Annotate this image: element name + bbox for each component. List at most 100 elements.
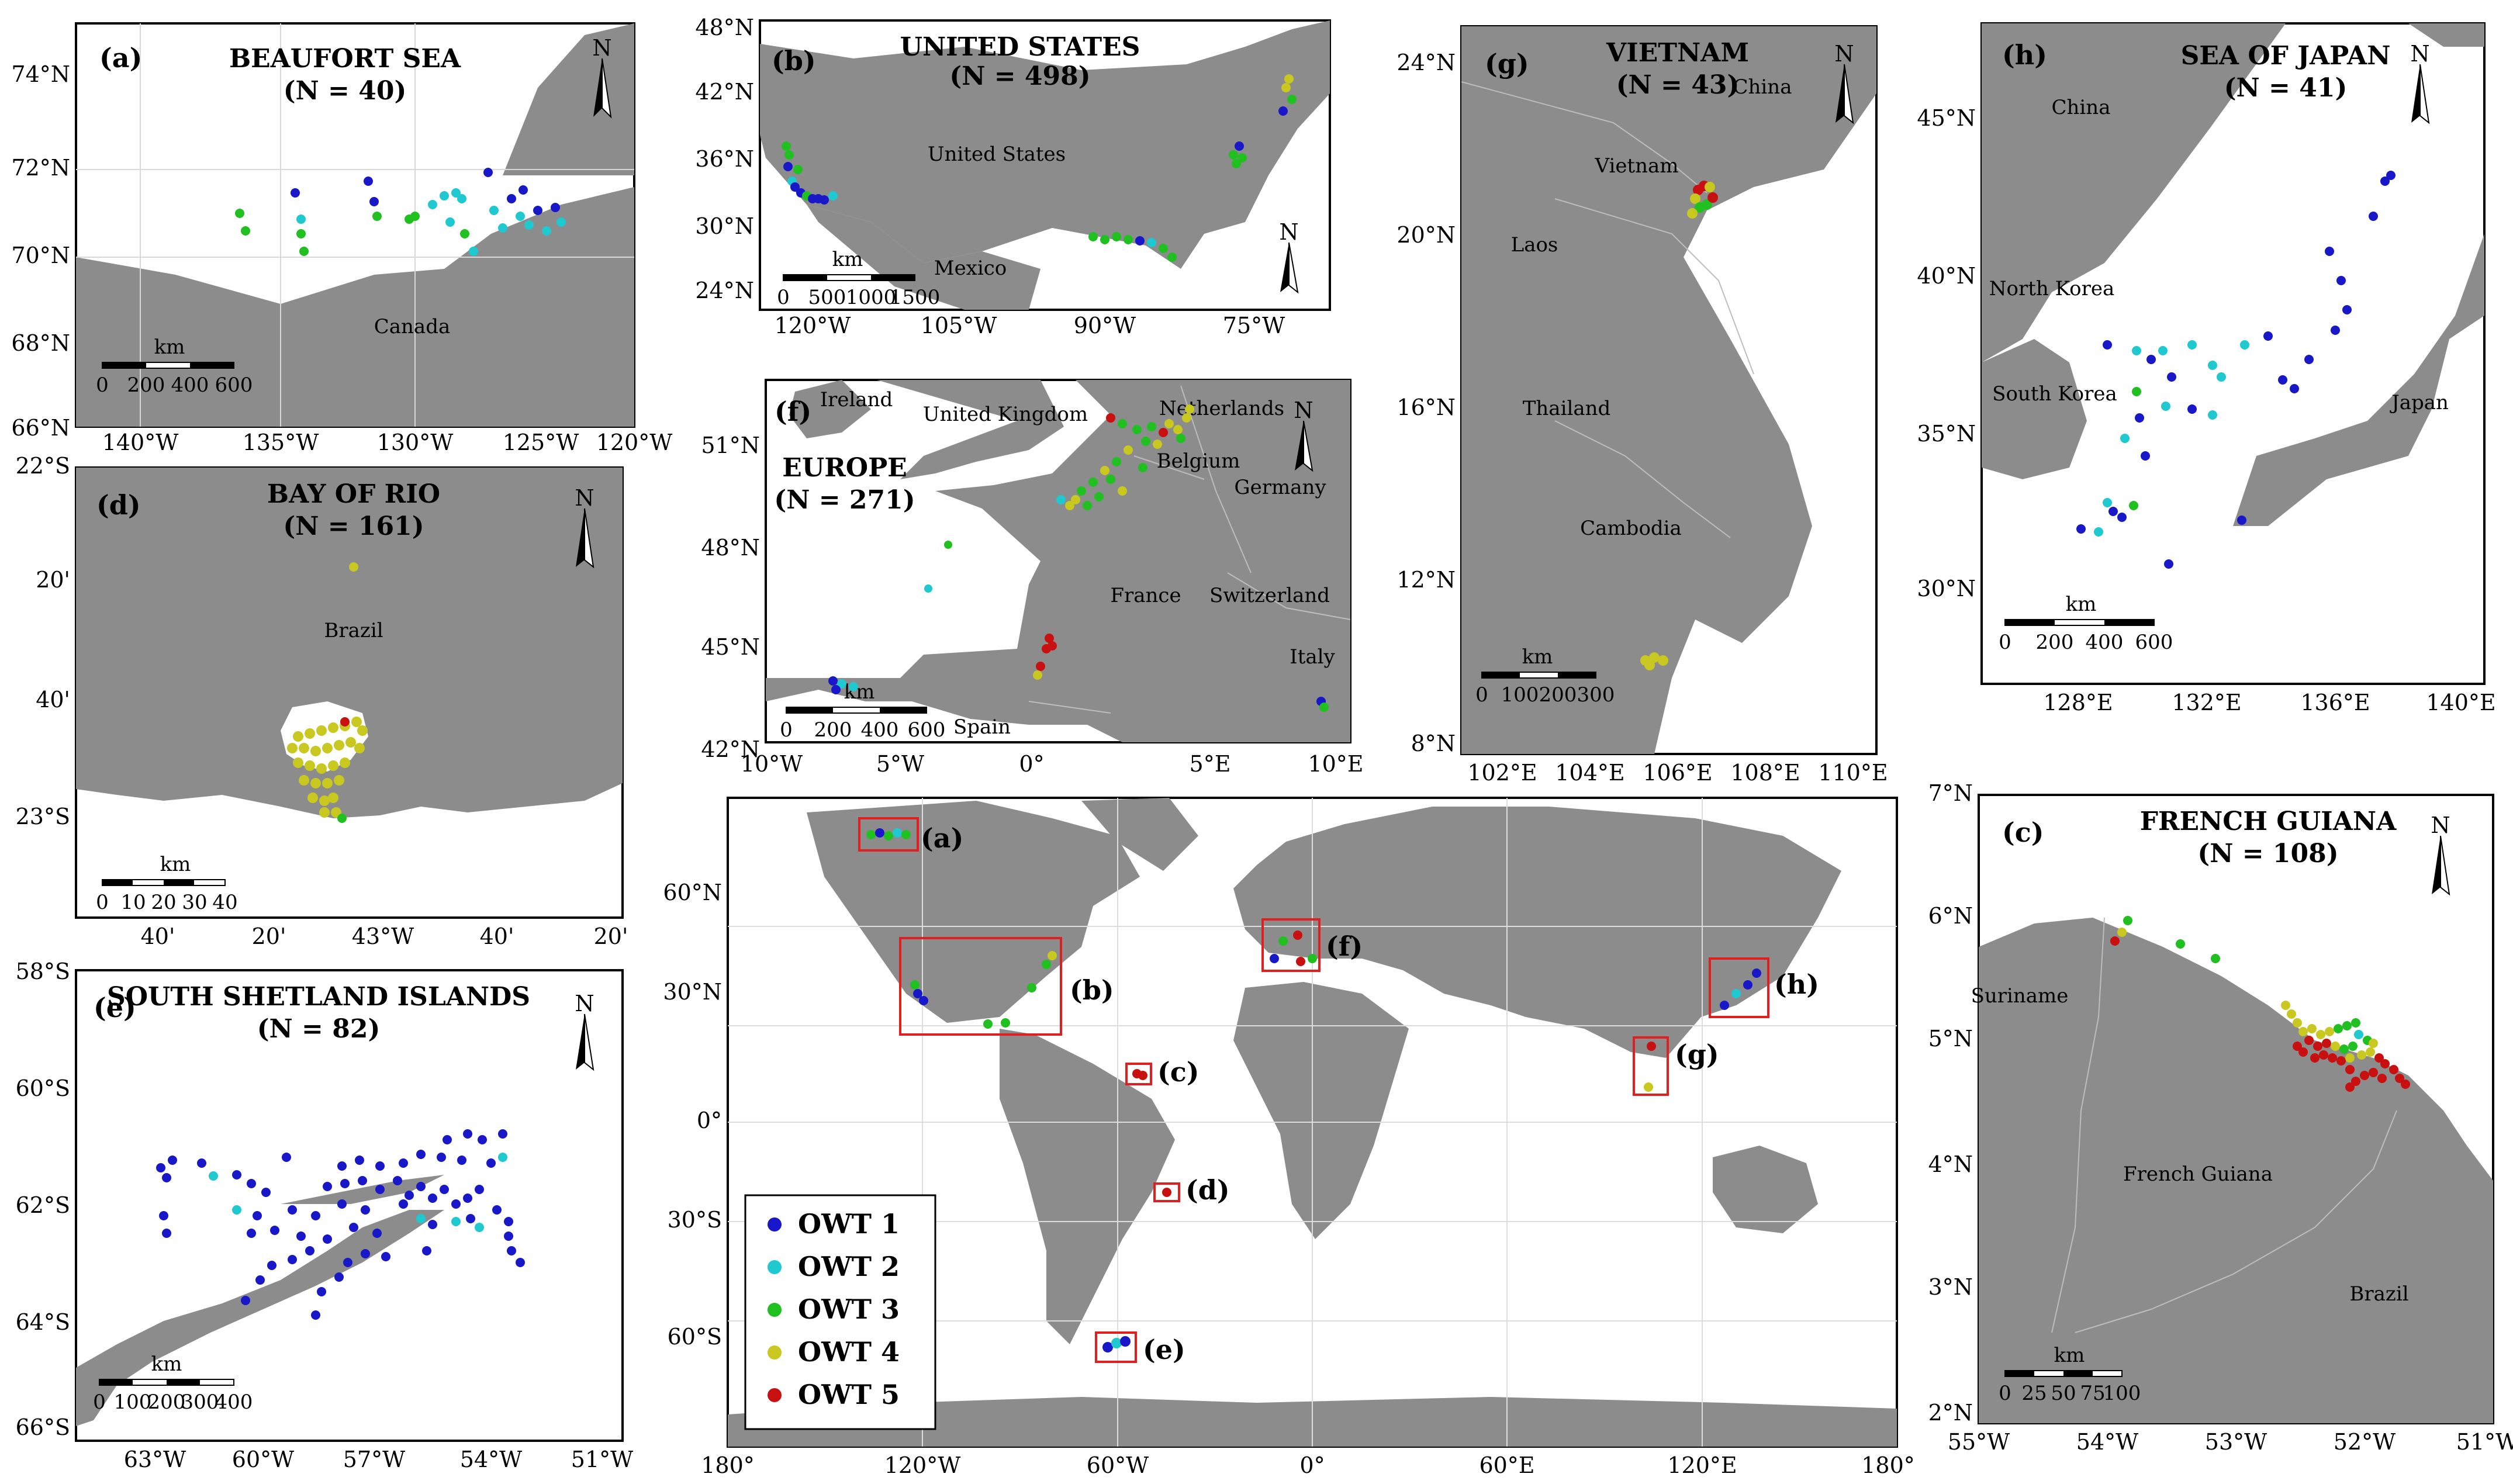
- svg-text:OWT 2: OWT 2: [798, 1251, 900, 1282]
- points: [287, 562, 368, 823]
- svg-text:7°N: 7°N: [1928, 780, 1973, 806]
- points: [866, 828, 1761, 1352]
- svg-text:48°N: 48°N: [695, 15, 754, 40]
- svg-text:Brazil: Brazil: [2349, 1282, 2408, 1306]
- svg-text:125°W: 125°W: [503, 430, 579, 455]
- svg-text:105°W: 105°W: [921, 313, 997, 338]
- svg-text:(g): (g): [1675, 1039, 1719, 1070]
- svg-text:50: 50: [2051, 1382, 2076, 1405]
- svg-text:120°W: 120°W: [775, 313, 851, 338]
- svg-text:10: 10: [120, 891, 146, 914]
- svg-text:58°S: 58°S: [16, 959, 70, 984]
- points: [2110, 916, 2410, 1092]
- svg-text:90°W: 90°W: [1074, 313, 1136, 338]
- svg-text:51°N: 51°N: [701, 433, 760, 458]
- svg-text:400: 400: [861, 718, 899, 742]
- svg-text:OWT 1: OWT 1: [798, 1208, 900, 1240]
- svg-text:SEA OF JAPAN: SEA OF JAPAN: [2181, 41, 2391, 71]
- svg-text:10°W: 10°W: [741, 751, 803, 777]
- svg-text:140°E: 140°E: [2426, 690, 2495, 715]
- svg-text:0°: 0°: [1299, 1452, 1325, 1478]
- svg-text:30°S: 30°S: [668, 1207, 722, 1233]
- svg-text:200: 200: [1539, 683, 1577, 707]
- svg-text:64°S: 64°S: [16, 1309, 70, 1335]
- svg-text:0: 0: [96, 891, 109, 914]
- svg-text:0: 0: [93, 1390, 106, 1414]
- svg-text:1000: 1000: [846, 286, 897, 309]
- svg-text:Vietnam: Vietnam: [1594, 154, 1678, 178]
- svg-text:70°N: 70°N: [11, 243, 70, 268]
- svg-text:km: km: [1522, 645, 1553, 669]
- svg-text:United States: United States: [928, 143, 1066, 166]
- svg-text:N: N: [575, 991, 594, 1016]
- panel-vietnam: (g) VIETNAM (N = 43) China Vietnam Laos …: [1380, 12, 1894, 795]
- panel-bay-of-rio: (d) BAY OF RIO (N = 161) Brazil N km 0 10…: [0, 453, 643, 953]
- svg-text:22°S: 22°S: [16, 453, 70, 479]
- svg-text:10°E: 10°E: [1308, 751, 1363, 777]
- svg-text:(b): (b): [772, 45, 816, 77]
- svg-text:2°N: 2°N: [1928, 1400, 1973, 1426]
- svg-text:(c): (c): [2002, 817, 2044, 848]
- svg-text:20': 20': [252, 923, 286, 949]
- svg-text:108°E: 108°E: [1730, 760, 1800, 786]
- svg-text:42°N: 42°N: [695, 79, 754, 105]
- svg-text:0: 0: [1475, 683, 1488, 707]
- svg-text:North Korea: North Korea: [1989, 277, 2114, 300]
- svg-text:(g): (g): [1485, 48, 1529, 79]
- svg-text:(N = 43): (N = 43): [1616, 70, 1740, 100]
- north-arrow-icon: N: [1279, 219, 1299, 294]
- svg-text:km: km: [151, 1352, 182, 1376]
- svg-text:(N = 498): (N = 498): [949, 61, 1090, 91]
- svg-text:Japan: Japan: [2390, 391, 2449, 414]
- svg-text:40: 40: [212, 891, 237, 914]
- svg-text:km: km: [160, 853, 191, 876]
- scale-bar: km 0 200 400 600: [780, 680, 945, 742]
- svg-text:51°W: 51°W: [2456, 1429, 2513, 1455]
- svg-text:40°N: 40°N: [1917, 263, 1976, 289]
- svg-text:106°E: 106°E: [1643, 760, 1712, 786]
- north-arrow-icon: N: [575, 485, 594, 569]
- north-arrow-icon: N: [575, 991, 594, 1071]
- svg-text:400: 400: [2086, 631, 2124, 654]
- panel-united-states: (b) UNITED STATES (N = 498) United State…: [695, 12, 1344, 339]
- svg-text:57°W: 57°W: [343, 1447, 405, 1472]
- svg-text:8°N: 8°N: [1411, 731, 1456, 756]
- svg-text:5°E: 5°E: [1190, 751, 1231, 777]
- svg-text:0: 0: [96, 373, 109, 397]
- svg-text:600: 600: [908, 718, 946, 742]
- svg-text:Thailand: Thailand: [1523, 397, 1611, 420]
- svg-text:200: 200: [148, 1390, 186, 1414]
- svg-text:OWT 5: OWT 5: [798, 1379, 900, 1410]
- north-arrow-icon: N: [1294, 397, 1313, 472]
- svg-text:75°W: 75°W: [1223, 313, 1285, 338]
- svg-text:Netherlands: Netherlands: [1159, 397, 1284, 420]
- svg-text:60°W: 60°W: [1087, 1452, 1149, 1478]
- svg-text:135°W: 135°W: [243, 430, 319, 455]
- place-canada: Canada: [374, 315, 451, 338]
- svg-text:United Kingdom: United Kingdom: [923, 403, 1088, 426]
- svg-text:1500: 1500: [890, 286, 941, 309]
- panel-sea-of-japan: (h) SEA OF JAPAN (N = 41) China North Ko…: [1906, 12, 2508, 725]
- points: [1640, 181, 1718, 670]
- svg-text:km: km: [832, 248, 863, 271]
- svg-text:66°S: 66°S: [16, 1414, 70, 1440]
- svg-text:(f): (f): [1326, 930, 1363, 962]
- panel-count: (N = 40): [284, 76, 407, 106]
- svg-text:52°W: 52°W: [2334, 1429, 2396, 1455]
- svg-text:km: km: [154, 335, 185, 359]
- svg-text:(a): (a): [921, 822, 963, 854]
- svg-text:36°N: 36°N: [695, 146, 754, 172]
- svg-text:62°S: 62°S: [16, 1192, 70, 1218]
- svg-text:40': 40': [36, 687, 70, 712]
- svg-text:53°W: 53°W: [2205, 1429, 2267, 1455]
- svg-text:N: N: [1279, 219, 1298, 245]
- svg-text:51°W: 51°W: [571, 1447, 633, 1472]
- scale-bar: km 0 200 400 600: [1999, 593, 2173, 654]
- svg-text:Italy: Italy: [1290, 645, 1335, 669]
- svg-text:Switzerland: Switzerland: [1209, 584, 1330, 607]
- svg-text:Mexico: Mexico: [934, 257, 1007, 280]
- svg-text:55°W: 55°W: [1948, 1429, 2010, 1455]
